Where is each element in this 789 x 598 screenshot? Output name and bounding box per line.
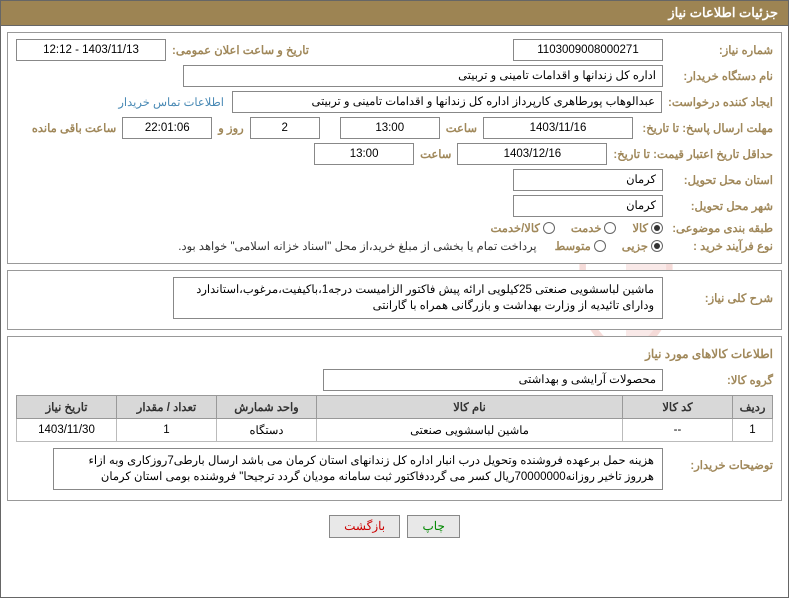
process-label: نوع فرآیند خرید : [663,239,773,253]
process-note: پرداخت تمام یا بخشی از مبلغ خرید،از محل … [172,239,542,253]
radio-icon [543,222,555,234]
radio-icon [594,240,606,252]
deadline-label: مهلت ارسال پاسخ: تا تاریخ: [633,121,773,135]
city-value: کرمان [513,195,663,217]
days-remaining: 2 [250,117,320,139]
goods-group-value: محصولات آرایشی و بهداشتی [323,369,663,391]
announce-value: 1403/11/13 - 12:12 [16,39,166,61]
category-label: طبقه بندی موضوعی: [663,221,773,235]
th-code: کد کالا [623,396,733,419]
radio-khedmat[interactable]: خدمت [571,221,617,235]
radio-jozei[interactable]: جزیی [622,239,663,253]
buyer-note-label: توضیحات خریدار: [663,448,773,472]
goods-panel: اطلاعات کالاهای مورد نیاز گروه کالا: محص… [7,336,782,501]
city-label: شهر محل تحویل: [663,199,773,213]
validity-label: حداقل تاریخ اعتبار قیمت: تا تاریخ: [607,147,773,161]
radio-kala-khedmat[interactable]: کالا/خدمت [491,221,555,235]
deadline-date: 1403/11/16 [483,117,633,139]
th-unit: واحد شمارش [217,396,317,419]
need-number-label: شماره نیاز: [663,43,773,57]
th-name: نام کالا [317,396,623,419]
cell-idx: 1 [733,419,773,442]
radio-jozei-label: جزیی [622,239,648,253]
announce-label: تاریخ و ساعت اعلان عمومی: [166,43,315,57]
footer-buttons: چاپ بازگشت [7,507,782,542]
rooz-va-label: روز و [212,121,249,135]
back-button[interactable]: بازگشت [329,515,400,538]
goods-table: ردیف کد کالا نام کالا واحد شمارش تعداد /… [16,395,773,442]
buyer-note-value: هزینه حمل برعهده فروشنده وتحویل درب انبا… [53,448,663,490]
remain-label: ساعت باقی مانده [26,121,122,135]
goods-info-title: اطلاعات کالاهای مورد نیاز [16,343,773,365]
radio-icon [651,222,663,234]
description-panel: شرح کلی نیاز: ماشین لباسشویی صنعتی 25کیل… [7,270,782,330]
th-idx: ردیف [733,396,773,419]
th-qty: تعداد / مقدار [117,396,217,419]
print-button[interactable]: چاپ [407,515,459,538]
cell-date: 1403/11/30 [17,419,117,442]
radio-kala-khedmat-label: کالا/خدمت [491,221,540,235]
cell-qty: 1 [117,419,217,442]
radio-motavaset[interactable]: متوسط [555,239,606,253]
province-value: کرمان [513,169,663,191]
radio-kala[interactable]: کالا [632,221,663,235]
general-desc-label: شرح کلی نیاز: [663,291,773,305]
table-row: 1 -- ماشین لباسشویی صنعتی دستگاه 1 1403/… [17,419,773,442]
buyer-org-label: نام دستگاه خریدار: [663,69,773,83]
process-radio-group: جزیی متوسط [543,239,663,253]
countdown-timer: 22:01:06 [122,117,212,139]
th-date: تاریخ نیاز [17,396,117,419]
validity-date: 1403/12/16 [457,143,607,165]
radio-kala-label: کالا [632,221,648,235]
cell-unit: دستگاه [217,419,317,442]
main-info-panel: شماره نیاز: 1103009008000271 تاریخ و ساع… [7,32,782,264]
radio-icon [651,240,663,252]
radio-motavaset-label: متوسط [555,239,591,253]
radio-khedmat-label: خدمت [571,221,602,235]
deadline-time: 13:00 [340,117,440,139]
validity-time: 13:00 [314,143,414,165]
goods-group-label: گروه کالا: [663,373,773,387]
requester-value: عبدالوهاب پورطاهری کارپرداز اداره کل زند… [232,91,662,113]
province-label: استان محل تحویل: [663,173,773,187]
page-title: جزئیات اطلاعات نیاز [668,5,778,20]
buyer-org-value: اداره کل زندانها و اقدامات تامینی و تربی… [183,65,663,87]
requester-label: ایجاد کننده درخواست: [662,95,773,109]
general-desc-value: ماشین لباسشویی صنعتی 25کیلویی ارائه پیش … [173,277,663,319]
page-title-bar: جزئیات اطلاعات نیاز [1,1,788,26]
saat-label-1: ساعت [440,121,483,135]
cell-name: ماشین لباسشویی صنعتی [317,419,623,442]
buyer-contact-link[interactable]: اطلاعات تماس خریدار [118,95,232,109]
cell-code: -- [623,419,733,442]
category-radio-group: کالا خدمت کالا/خدمت [479,221,664,235]
need-number-value: 1103009008000271 [513,39,663,61]
saat-label-2: ساعت [414,147,457,161]
radio-icon [604,222,616,234]
